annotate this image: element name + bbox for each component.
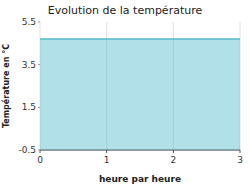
y-tick-label: 3.5 [22,60,36,70]
y-tick-label: 1.5 [22,102,36,112]
y-tick [38,22,40,23]
chart-container: 0 1 2 3 -0.5 1.5 3.5 5.5 Evolution de la tempéra… [0,0,250,188]
x-tick-label: 1 [104,155,110,165]
y-tick-label: 5.5 [22,17,36,27]
title: Evolution de la température [48,4,203,17]
x-axis-label: heure par heure [99,174,181,184]
y-tick [38,150,40,151]
x-tick-label: 0 [37,155,43,165]
chart: 0 1 2 3 -0.5 1.5 3.5 5.5 Evolution de la tempéra… [0,0,250,188]
line [40,38,240,40]
area-fill [40,39,240,150]
data-area [40,39,240,150]
grid [40,22,240,150]
x-tick-label: 2 [170,155,176,165]
axes: 0 1 2 3 -0.5 1.5 3.5 5.5 [18,17,242,165]
x-tick-label: 3 [237,155,243,165]
y-tick-label: -0.5 [18,145,36,155]
y-tick [38,64,40,65]
y-tick [38,107,40,108]
y-axis-label: Température en °C [1,44,11,128]
